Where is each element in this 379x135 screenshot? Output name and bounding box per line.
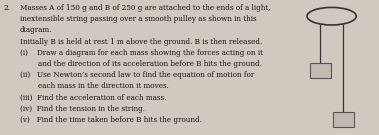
Text: (iii)  Find the acceleration of each mass.: (iii) Find the acceleration of each mass… [20,94,166,102]
Text: (iv)  Find the tension in the string.: (iv) Find the tension in the string. [20,105,145,113]
Text: Masses A of 150 g and B of 250 g are attached to the ends of a light,: Masses A of 150 g and B of 250 g are att… [20,4,270,12]
Text: Initially B is held at rest 1 m above the ground. B is then released.: Initially B is held at rest 1 m above th… [20,38,262,46]
Text: A: A [340,115,346,124]
Text: each mass in the direction it moves.: each mass in the direction it moves. [20,82,169,90]
Text: (v)   Find the time taken before B hits the ground.: (v) Find the time taken before B hits th… [20,116,202,124]
Text: diagram.: diagram. [20,26,52,34]
Text: B: B [318,67,323,75]
Bar [333,112,354,127]
Text: and the direction of its acceleration before B hits the ground.: and the direction of its acceleration be… [20,60,262,68]
Text: (i)    Draw a diagram for each mass showing the forces acting on it: (i) Draw a diagram for each mass showing… [20,49,263,57]
Text: 2.: 2. [3,4,10,12]
Text: inextensible string passing over a smooth pulley as shown in this: inextensible string passing over a smoot… [20,15,256,23]
Bar [310,63,331,78]
Text: (ii)   Use Newton’s second law to find the equation of motion for: (ii) Use Newton’s second law to find the… [20,71,254,79]
